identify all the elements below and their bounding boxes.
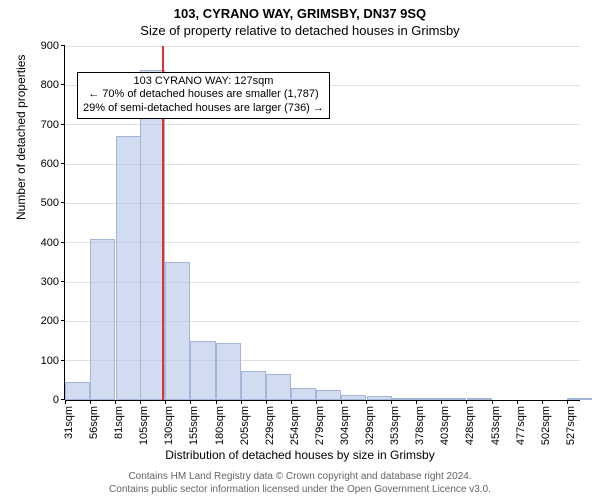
x-tick-label: 428sqm xyxy=(464,406,476,445)
histogram-bar xyxy=(90,239,115,400)
gridline xyxy=(65,46,580,47)
x-tick xyxy=(140,400,141,404)
y-tick-label: 700 xyxy=(41,119,59,131)
histogram-bar xyxy=(341,395,366,400)
y-tick xyxy=(61,163,65,164)
histogram-bar xyxy=(291,388,316,400)
histogram-bar xyxy=(190,341,215,400)
histogram-bar xyxy=(116,136,141,400)
y-tick xyxy=(61,242,65,243)
annotation-box: 103 CYRANO WAY: 127sqm← 70% of detached … xyxy=(77,72,330,119)
x-tick-label: 502sqm xyxy=(540,406,552,445)
y-tick xyxy=(61,281,65,282)
y-tick xyxy=(61,320,65,321)
annotation-line: 29% of semi-detached houses are larger (… xyxy=(83,102,324,116)
x-tick-label: 205sqm xyxy=(239,406,251,445)
x-tick-label: 304sqm xyxy=(339,406,351,445)
x-tick xyxy=(65,400,66,404)
page-subtitle: Size of property relative to detached ho… xyxy=(0,21,600,38)
x-tick-label: 81sqm xyxy=(113,406,125,439)
x-tick-label: 527sqm xyxy=(565,406,577,445)
footer-line-1: Contains HM Land Registry data © Crown c… xyxy=(0,471,600,484)
x-tick-label: 477sqm xyxy=(515,406,527,445)
y-tick-label: 800 xyxy=(41,79,59,91)
y-tick-label: 500 xyxy=(41,197,59,209)
x-tick xyxy=(517,400,518,404)
y-tick-label: 100 xyxy=(41,355,59,367)
y-axis-line xyxy=(64,46,65,400)
histogram-bar xyxy=(567,398,592,400)
histogram-bar xyxy=(241,371,266,401)
y-tick-label: 300 xyxy=(41,276,59,288)
x-tick xyxy=(291,400,292,404)
annotation-line: 103 CYRANO WAY: 127sqm xyxy=(83,75,324,89)
x-tick-label: 403sqm xyxy=(439,406,451,445)
x-axis-line xyxy=(65,400,580,401)
y-axis-label: Number of detached properties xyxy=(14,55,28,220)
x-tick xyxy=(542,400,543,404)
histogram-bar xyxy=(467,398,492,400)
x-tick-label: 130sqm xyxy=(163,406,175,445)
y-tick-label: 900 xyxy=(41,40,59,52)
x-tick xyxy=(115,400,116,404)
x-tick xyxy=(90,400,91,404)
histogram-bar xyxy=(65,382,90,400)
histogram-bar xyxy=(416,398,441,400)
x-tick xyxy=(441,400,442,404)
x-tick-label: 229sqm xyxy=(264,406,276,445)
y-tick xyxy=(61,124,65,125)
x-tick xyxy=(366,400,367,404)
footer: Contains HM Land Registry data © Crown c… xyxy=(0,471,600,496)
x-tick xyxy=(567,400,568,404)
histogram-bar xyxy=(316,390,341,400)
y-tick-label: 400 xyxy=(41,237,59,249)
x-tick-label: 378sqm xyxy=(414,406,426,445)
x-tick-label: 56sqm xyxy=(88,406,100,439)
y-tick-label: 200 xyxy=(41,315,59,327)
x-axis-label: Distribution of detached houses by size … xyxy=(0,448,600,462)
x-tick xyxy=(316,400,317,404)
x-tick-label: 353sqm xyxy=(389,406,401,445)
x-tick-label: 453sqm xyxy=(490,406,502,445)
x-tick-label: 180sqm xyxy=(214,406,226,445)
footer-line-2: Contains public sector information licen… xyxy=(0,484,600,497)
chart-container: 103, CYRANO WAY, GRIMSBY, DN37 9SQ Size … xyxy=(0,0,600,500)
x-tick xyxy=(341,400,342,404)
x-tick xyxy=(165,400,166,404)
x-tick xyxy=(466,400,467,404)
x-tick xyxy=(241,400,242,404)
x-tick-label: 279sqm xyxy=(314,406,326,445)
x-tick-label: 254sqm xyxy=(289,406,301,445)
y-tick xyxy=(61,202,65,203)
x-tick xyxy=(190,400,191,404)
annotation-line: ← 70% of detached houses are smaller (1,… xyxy=(83,88,324,102)
histogram-bar xyxy=(266,374,291,400)
x-tick xyxy=(216,400,217,404)
y-tick xyxy=(61,45,65,46)
x-tick-label: 155sqm xyxy=(188,406,200,445)
histogram-bar xyxy=(165,262,190,400)
x-tick xyxy=(266,400,267,404)
plot-area: 010020030040050060070080090031sqm56sqm81… xyxy=(65,46,580,400)
histogram-bar xyxy=(391,398,416,400)
x-tick xyxy=(492,400,493,404)
histogram-bar xyxy=(216,343,241,400)
y-tick xyxy=(61,84,65,85)
x-tick-label: 31sqm xyxy=(63,406,75,439)
page-title: 103, CYRANO WAY, GRIMSBY, DN37 9SQ xyxy=(0,0,600,21)
histogram-bar xyxy=(367,396,392,400)
y-tick-label: 600 xyxy=(41,158,59,170)
x-tick xyxy=(391,400,392,404)
x-tick xyxy=(416,400,417,404)
x-tick-label: 105sqm xyxy=(138,406,150,445)
x-tick-label: 329sqm xyxy=(364,406,376,445)
histogram-bar xyxy=(441,398,466,400)
y-tick xyxy=(61,360,65,361)
y-tick-label: 0 xyxy=(53,394,59,406)
